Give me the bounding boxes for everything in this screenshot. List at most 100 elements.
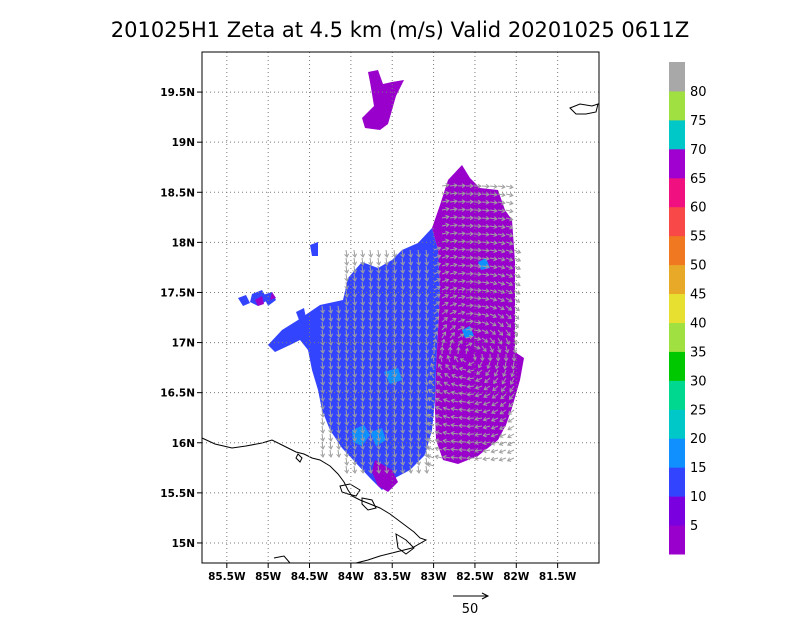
wind-vector — [441, 263, 449, 267]
wind-vector-head — [376, 413, 382, 418]
wind-vector — [401, 353, 404, 362]
wind-vector — [385, 433, 388, 442]
wind-vector — [417, 449, 420, 458]
colorbar-swatch — [669, 90, 685, 121]
coastline-cayman — [569, 103, 599, 115]
wind-vector-head — [368, 389, 374, 394]
wind-vector — [441, 339, 445, 347]
wind-vector-head — [502, 365, 508, 370]
wind-vector-head — [400, 309, 406, 314]
wind-vector-head — [507, 433, 512, 439]
wind-vector — [369, 385, 372, 394]
wind-vector — [385, 281, 388, 290]
colorbar-label: 80 — [690, 85, 707, 100]
wind-vector — [345, 289, 348, 298]
wind-vector — [377, 337, 380, 346]
wind-vector — [401, 257, 404, 266]
wind-vector-head — [492, 297, 498, 302]
wind-vector — [369, 289, 372, 298]
wind-vector — [483, 393, 491, 398]
wind-vector-head — [344, 253, 350, 258]
wind-vector-head — [434, 430, 440, 435]
wind-vector-head — [434, 438, 439, 443]
wind-vector-head — [446, 354, 451, 360]
wind-vector — [433, 262, 441, 267]
wind-vector-head — [384, 437, 390, 442]
wind-vector-head — [344, 285, 350, 290]
wind-vector-head — [416, 405, 422, 410]
wind-vector-head — [376, 453, 382, 458]
wind-vector-head — [466, 439, 471, 445]
wind-vector-head — [500, 273, 506, 278]
wind-vector — [377, 353, 380, 362]
wind-vector-head — [360, 469, 366, 474]
wind-vector — [425, 449, 428, 458]
wind-vector-head — [472, 356, 477, 361]
wind-vector — [401, 369, 404, 378]
wind-vector — [457, 192, 465, 195]
wind-vector — [385, 297, 388, 306]
wind-vector-head — [360, 301, 366, 306]
wind-vector-head — [384, 413, 390, 418]
wind-vector-head — [483, 393, 488, 399]
wind-vector-head — [443, 324, 448, 329]
wind-vector — [321, 345, 324, 354]
wind-vector-head — [482, 401, 488, 406]
wind-vector-head — [400, 357, 406, 362]
wind-vector — [484, 377, 491, 383]
wind-vector — [385, 377, 388, 386]
wind-vector — [353, 345, 356, 354]
wind-vector-head — [435, 316, 440, 321]
wind-vector-head — [445, 206, 450, 212]
wind-vector-head — [445, 254, 450, 260]
wind-vector-head — [499, 425, 504, 431]
wind-vector-head — [320, 389, 326, 394]
wind-vector-head — [502, 372, 507, 378]
wind-vector-head — [461, 286, 466, 292]
wind-vector-head — [477, 207, 482, 213]
wind-vector-head — [493, 216, 498, 221]
wind-vector-head — [477, 199, 482, 205]
wind-vector-head — [408, 277, 414, 282]
wind-vector-head — [352, 453, 358, 458]
wind-vector-head — [368, 445, 374, 450]
wind-vector-head — [384, 421, 390, 426]
wind-vector-head — [458, 447, 463, 453]
wind-vector-head — [328, 357, 334, 362]
wind-vector-head — [442, 422, 447, 428]
wind-vector — [449, 295, 457, 299]
wind-vector-head — [368, 261, 374, 266]
wind-vector — [467, 393, 475, 396]
wind-vector-head — [344, 429, 350, 434]
wind-vector — [393, 433, 396, 442]
wind-vector-head — [434, 446, 439, 452]
wind-vector — [481, 297, 489, 300]
reference-vector: 50 — [453, 592, 490, 617]
wind-vector-head — [507, 426, 512, 431]
wind-vector — [409, 457, 412, 466]
wind-vector-head — [453, 246, 458, 252]
wind-vector-head — [376, 285, 382, 290]
wind-vector — [425, 313, 428, 322]
wind-vector — [437, 372, 443, 379]
colorbar-label: 55 — [690, 230, 707, 245]
wind-vector-head — [352, 413, 358, 418]
wind-vector-head — [485, 264, 490, 269]
wind-vector — [393, 257, 396, 266]
wind-vector-head — [501, 256, 506, 262]
wind-vector-head — [509, 224, 514, 230]
wind-vector — [409, 281, 412, 290]
wind-vector — [369, 281, 372, 290]
wind-vector — [401, 265, 404, 274]
wind-vector — [499, 433, 507, 438]
wind-vector-head — [392, 397, 398, 402]
wind-vector — [500, 401, 507, 407]
wind-vector — [353, 465, 356, 474]
wind-vector — [377, 457, 380, 466]
wind-vector-head — [416, 357, 422, 362]
wind-vector — [345, 361, 348, 370]
wind-vector-head — [466, 447, 471, 453]
wind-vector — [337, 369, 340, 378]
wind-vector-head — [424, 293, 430, 298]
wind-vector — [457, 280, 465, 283]
